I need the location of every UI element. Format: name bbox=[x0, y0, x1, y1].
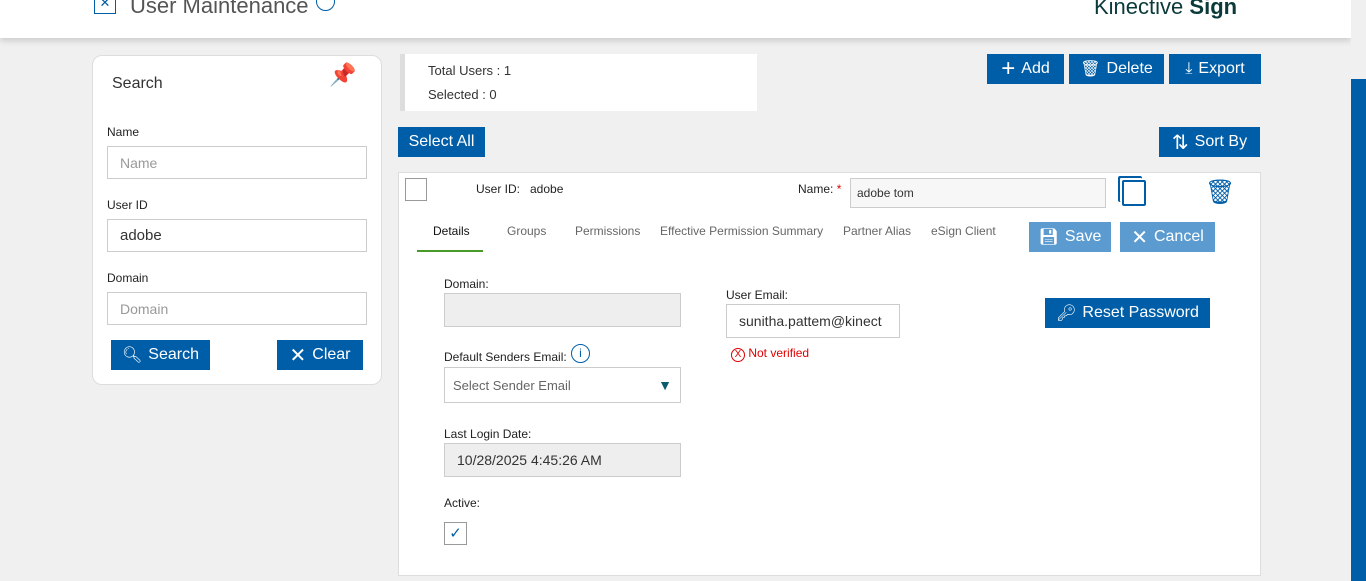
user-id-value: adobe bbox=[530, 182, 564, 196]
export-button[interactable]: ⤓ Export bbox=[1169, 54, 1261, 84]
scrollbar-thumb[interactable] bbox=[1351, 79, 1366, 581]
tab-effective-permission-summary[interactable]: Effective Permission Summary bbox=[660, 224, 824, 238]
user-maintenance-icon: ✕ bbox=[94, 0, 116, 14]
add-button[interactable]: + Add bbox=[987, 54, 1064, 84]
domain-field bbox=[444, 293, 681, 327]
save-label: Save bbox=[1064, 228, 1102, 245]
delete-button[interactable]: 🗑︎ Delete bbox=[1069, 54, 1164, 84]
copy-icon[interactable] bbox=[1122, 180, 1146, 206]
email-status: X Not verified bbox=[731, 346, 809, 362]
sort-label: Sort By bbox=[1194, 133, 1248, 150]
close-icon: ✕ bbox=[1131, 226, 1148, 249]
summary-panel: Total Users : 1 Selected : 0 bbox=[400, 54, 757, 111]
reset-password-button[interactable]: 🔑︎ Reset Password bbox=[1045, 298, 1210, 328]
name-field-label: Name: * bbox=[798, 182, 841, 196]
sort-icon: ⇅ bbox=[1171, 131, 1189, 154]
name-field[interactable]: adobe tom bbox=[850, 178, 1106, 208]
brand-light: Kinective bbox=[1094, 0, 1184, 19]
error-icon: X bbox=[731, 348, 745, 362]
total-users: Total Users : 1 bbox=[428, 63, 512, 78]
cancel-label: Cancel bbox=[1153, 228, 1204, 245]
tab-partner-alias[interactable]: Partner Alias bbox=[843, 224, 912, 238]
tab-active-underline bbox=[417, 250, 483, 252]
save-button[interactable]: 💾︎ Save bbox=[1029, 222, 1111, 252]
userid-input[interactable]: adobe bbox=[107, 219, 367, 252]
tab-esign-client[interactable]: eSign Client bbox=[931, 224, 996, 238]
plus-icon: + bbox=[1001, 55, 1016, 82]
active-checkbox[interactable]: ✓ bbox=[444, 522, 467, 545]
reset-password-label: Reset Password bbox=[1082, 304, 1199, 321]
required-marker: * bbox=[836, 182, 842, 196]
chevron-down-icon: ▼ bbox=[658, 377, 672, 393]
tab-groups[interactable]: Groups bbox=[507, 224, 547, 238]
search-button[interactable]: 🔍︎ Search bbox=[111, 340, 210, 370]
trash-icon: 🗑︎ bbox=[1080, 61, 1101, 78]
sender-email-select[interactable]: Select Sender Email ▼ bbox=[444, 367, 681, 403]
app-header: ✕ User Maintenance Kinective Sign bbox=[0, 0, 1351, 38]
info-icon[interactable]: i bbox=[571, 344, 590, 363]
domain-label: Domain bbox=[107, 271, 149, 285]
close-icon: ✕ bbox=[289, 344, 307, 367]
search-title: Search bbox=[112, 75, 163, 92]
user-select-checkbox[interactable] bbox=[405, 178, 427, 201]
brand-logo: Kinective Sign bbox=[1094, 0, 1237, 20]
tab-permissions[interactable]: Permissions bbox=[575, 224, 641, 238]
user-email-field[interactable]: sunitha.pattem@kinect bbox=[726, 304, 900, 338]
pin-icon[interactable]: 📌 bbox=[329, 62, 357, 87]
last-login-label: Last Login Date: bbox=[444, 427, 532, 441]
name-label: Name bbox=[107, 125, 140, 139]
selected-count: Selected : 0 bbox=[428, 87, 497, 102]
userid-label: User ID bbox=[107, 198, 148, 212]
domain-input[interactable]: Domain bbox=[107, 292, 367, 325]
tab-details[interactable]: Details bbox=[433, 224, 470, 238]
name-label-text: Name: bbox=[798, 182, 834, 196]
brand-bold: Sign bbox=[1189, 0, 1238, 19]
active-label: Active: bbox=[444, 496, 481, 510]
delete-label: Delete bbox=[1106, 60, 1153, 77]
add-label: Add bbox=[1021, 60, 1050, 77]
page-title: User Maintenance bbox=[130, 0, 309, 18]
sender-email-label: Default Senders Email: bbox=[444, 350, 567, 364]
export-label: Export bbox=[1198, 60, 1245, 77]
clear-button-label: Clear bbox=[312, 346, 351, 363]
sort-by-button[interactable]: ⇅ Sort By bbox=[1159, 127, 1260, 157]
name-input[interactable]: Name bbox=[107, 146, 367, 179]
download-icon: ⤓ bbox=[1185, 60, 1193, 77]
cancel-button[interactable]: ✕ Cancel bbox=[1120, 222, 1215, 252]
save-icon: 💾︎ bbox=[1038, 229, 1059, 246]
clear-button[interactable]: ✕ Clear bbox=[277, 340, 363, 370]
sender-email-value: Select Sender Email bbox=[453, 377, 571, 393]
select-all-button[interactable]: Select All bbox=[398, 127, 485, 157]
search-button-label: Search bbox=[148, 346, 199, 363]
last-login-field: 10/28/2025 4:45:26 AM bbox=[444, 443, 681, 477]
info-icon[interactable] bbox=[316, 0, 335, 11]
search-icon: 🔍︎ bbox=[121, 347, 143, 364]
user-email-label: User Email: bbox=[726, 288, 789, 302]
email-status-text: Not verified bbox=[748, 346, 810, 360]
trash-icon[interactable]: 🗑︎ bbox=[1205, 179, 1236, 206]
user-id-label: User ID: bbox=[476, 182, 521, 196]
domain-field-label: Domain: bbox=[444, 277, 489, 291]
key-icon: 🔑︎ bbox=[1056, 305, 1077, 322]
